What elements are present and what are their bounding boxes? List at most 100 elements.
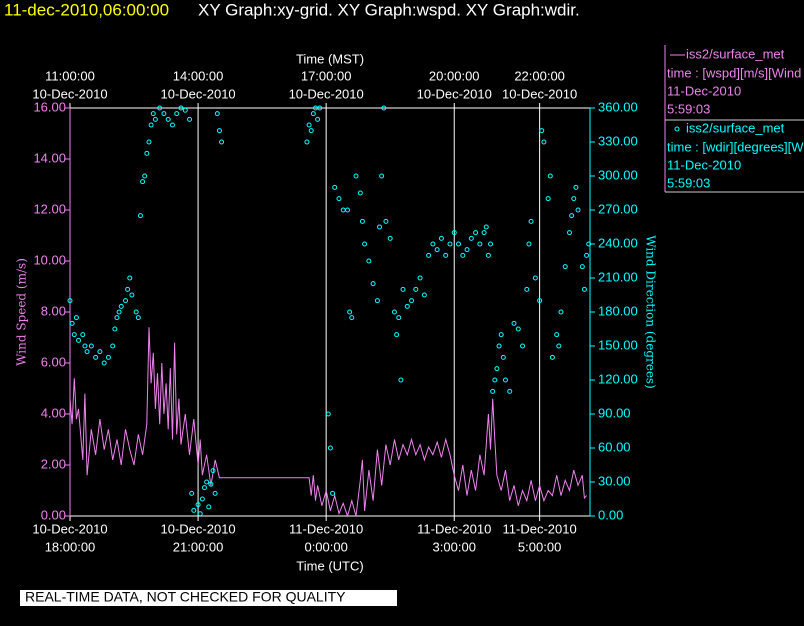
- direction-point: [549, 354, 555, 360]
- direction-point: [396, 315, 402, 321]
- direction-point: [498, 332, 504, 338]
- direction-point: [118, 303, 124, 309]
- direction-point: [69, 320, 75, 326]
- direction-point: [71, 332, 77, 338]
- direction-point: [370, 281, 376, 287]
- direction-point: [349, 315, 355, 321]
- direction-point: [562, 264, 568, 270]
- x-axis-title: Time (UTC): [296, 558, 363, 573]
- direction-point: [93, 354, 99, 360]
- legend-detail: time : [wspd][m/s][Wind: [667, 65, 801, 80]
- direction-point: [545, 196, 551, 202]
- y2-tick-label: 30.00: [598, 473, 631, 488]
- direction-point: [434, 247, 440, 253]
- direction-point: [150, 111, 156, 117]
- direction-point: [579, 264, 585, 270]
- direction-point: [137, 213, 143, 219]
- direction-point: [332, 184, 338, 190]
- direction-point: [500, 354, 506, 360]
- direction-point: [528, 218, 534, 224]
- direction-point: [526, 241, 532, 247]
- direction-point: [101, 360, 107, 366]
- legend-entry: iss2/surface_met: [686, 120, 785, 135]
- direction-point: [377, 224, 383, 230]
- direction-point: [67, 298, 73, 304]
- direction-point: [569, 213, 575, 219]
- direction-point: [381, 105, 387, 111]
- direction-point: [359, 218, 365, 224]
- direction-point: [539, 128, 545, 134]
- direction-point: [304, 139, 310, 145]
- direction-point: [148, 122, 154, 128]
- y-tick-label: 14.00: [33, 150, 66, 165]
- direction-point: [502, 377, 508, 383]
- direction-point: [129, 292, 135, 298]
- y-tick-label: 4.00: [41, 405, 66, 420]
- direction-point: [182, 107, 188, 113]
- direction-point: [161, 111, 167, 117]
- direction-point: [219, 139, 225, 145]
- direction-point: [105, 354, 111, 360]
- direction-point: [477, 241, 483, 247]
- direction-point: [541, 139, 547, 145]
- x2-tick-label: 17:00:00: [301, 68, 352, 83]
- direction-point: [426, 252, 432, 258]
- x-tick-label: 18:00:00: [45, 539, 96, 554]
- direction-point: [430, 241, 436, 247]
- y-tick-label: 2.00: [41, 456, 66, 471]
- direction-point: [353, 173, 359, 179]
- direction-point: [451, 230, 457, 236]
- legend-detail: 11-Dec-2010: [667, 157, 741, 172]
- direction-point: [409, 298, 415, 304]
- y2-tick-label: 120.00: [598, 371, 638, 386]
- direction-point: [345, 207, 351, 213]
- direction-point: [438, 235, 444, 241]
- direction-point: [169, 122, 175, 128]
- direction-point: [210, 468, 216, 474]
- direction-point: [391, 309, 397, 315]
- direction-point: [481, 230, 487, 236]
- direction-point: [357, 190, 363, 196]
- direction-point: [492, 377, 498, 383]
- direction-point: [387, 235, 393, 241]
- direction-point: [114, 315, 120, 321]
- direction-point: [216, 128, 222, 134]
- y-tick-label: 12.00: [33, 201, 66, 216]
- x2-tick-label: 10-Dec-2010: [289, 86, 364, 101]
- x2-tick-label: 22:00:00: [514, 68, 565, 83]
- direction-point: [464, 247, 470, 253]
- x2-tick-label: 10-Dec-2010: [32, 86, 107, 101]
- direction-point: [82, 343, 88, 349]
- direction-point: [573, 184, 579, 190]
- direction-point: [584, 252, 590, 258]
- direction-point: [490, 388, 496, 394]
- direction-point: [204, 479, 210, 485]
- direction-point: [123, 298, 129, 304]
- direction-point: [327, 445, 333, 451]
- timestamp: 11-dec-2010,06:00:00: [4, 0, 169, 19]
- direction-point: [524, 286, 530, 292]
- direction-point: [404, 303, 410, 309]
- x2-tick-label: 10-Dec-2010: [417, 86, 492, 101]
- y2-tick-label: 210.00: [598, 269, 638, 284]
- x2-tick-label: 11:00:00: [45, 68, 95, 83]
- x2-tick-label: 10-Dec-2010: [161, 86, 236, 101]
- direction-point: [571, 196, 577, 202]
- direction-point: [581, 286, 587, 292]
- direction-point: [421, 292, 427, 298]
- direction-point: [214, 111, 220, 117]
- y2-tick-label: 300.00: [598, 167, 638, 182]
- direction-point: [330, 490, 336, 496]
- direction-point: [558, 309, 564, 315]
- direction-point: [485, 252, 491, 258]
- direction-point: [447, 241, 453, 247]
- y-axis-title: Wind Speed (m/s): [15, 258, 29, 366]
- direction-point: [515, 326, 521, 332]
- direction-point: [199, 496, 205, 502]
- x2-tick-label: 10-Dec-2010: [502, 86, 577, 101]
- direction-point: [379, 173, 385, 179]
- y2-axis-title: Wind Direction (degrees): [644, 235, 658, 389]
- direction-point: [76, 337, 82, 343]
- direction-point: [456, 241, 462, 247]
